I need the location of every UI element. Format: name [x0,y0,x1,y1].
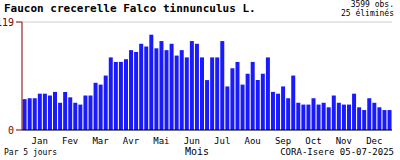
html-text:Mois: Mois [185,146,210,157]
svg-text:Jan: Jan [32,136,48,146]
svg-text:Oct: Oct [305,136,321,146]
svg-text:Jul: Jul [214,136,230,146]
html-text:Par 5 jours: Par 5 jours [4,148,57,157]
svg-text:0: 0 [8,125,14,136]
svg-text:Aou: Aou [244,136,260,146]
html-text:Faucon crecerelle Falco tinnun: Faucon crecerelle Falco tinnunculus L. [4,2,256,15]
svg-text:Dec: Dec [366,136,382,146]
html-text:CORA-Isere 05-07-2025: CORA-Isere 05-07-2025 [280,147,394,157]
svg-text:Sep: Sep [275,136,291,146]
svg-text:119: 119 [8,17,14,28]
svg-text:Nov: Nov [336,136,352,146]
svg-text:Avr: Avr [123,136,140,146]
svg-text:Mai: Mai [153,136,169,146]
html-text:3599 obs.: 3599 obs. [350,0,394,9]
svg-text:Jun: Jun [184,136,200,146]
svg-text:Mar: Mar [92,136,109,146]
html-text:25 éliminés: 25 éliminés [341,9,394,18]
svg-text:Fev: Fev [62,136,78,146]
